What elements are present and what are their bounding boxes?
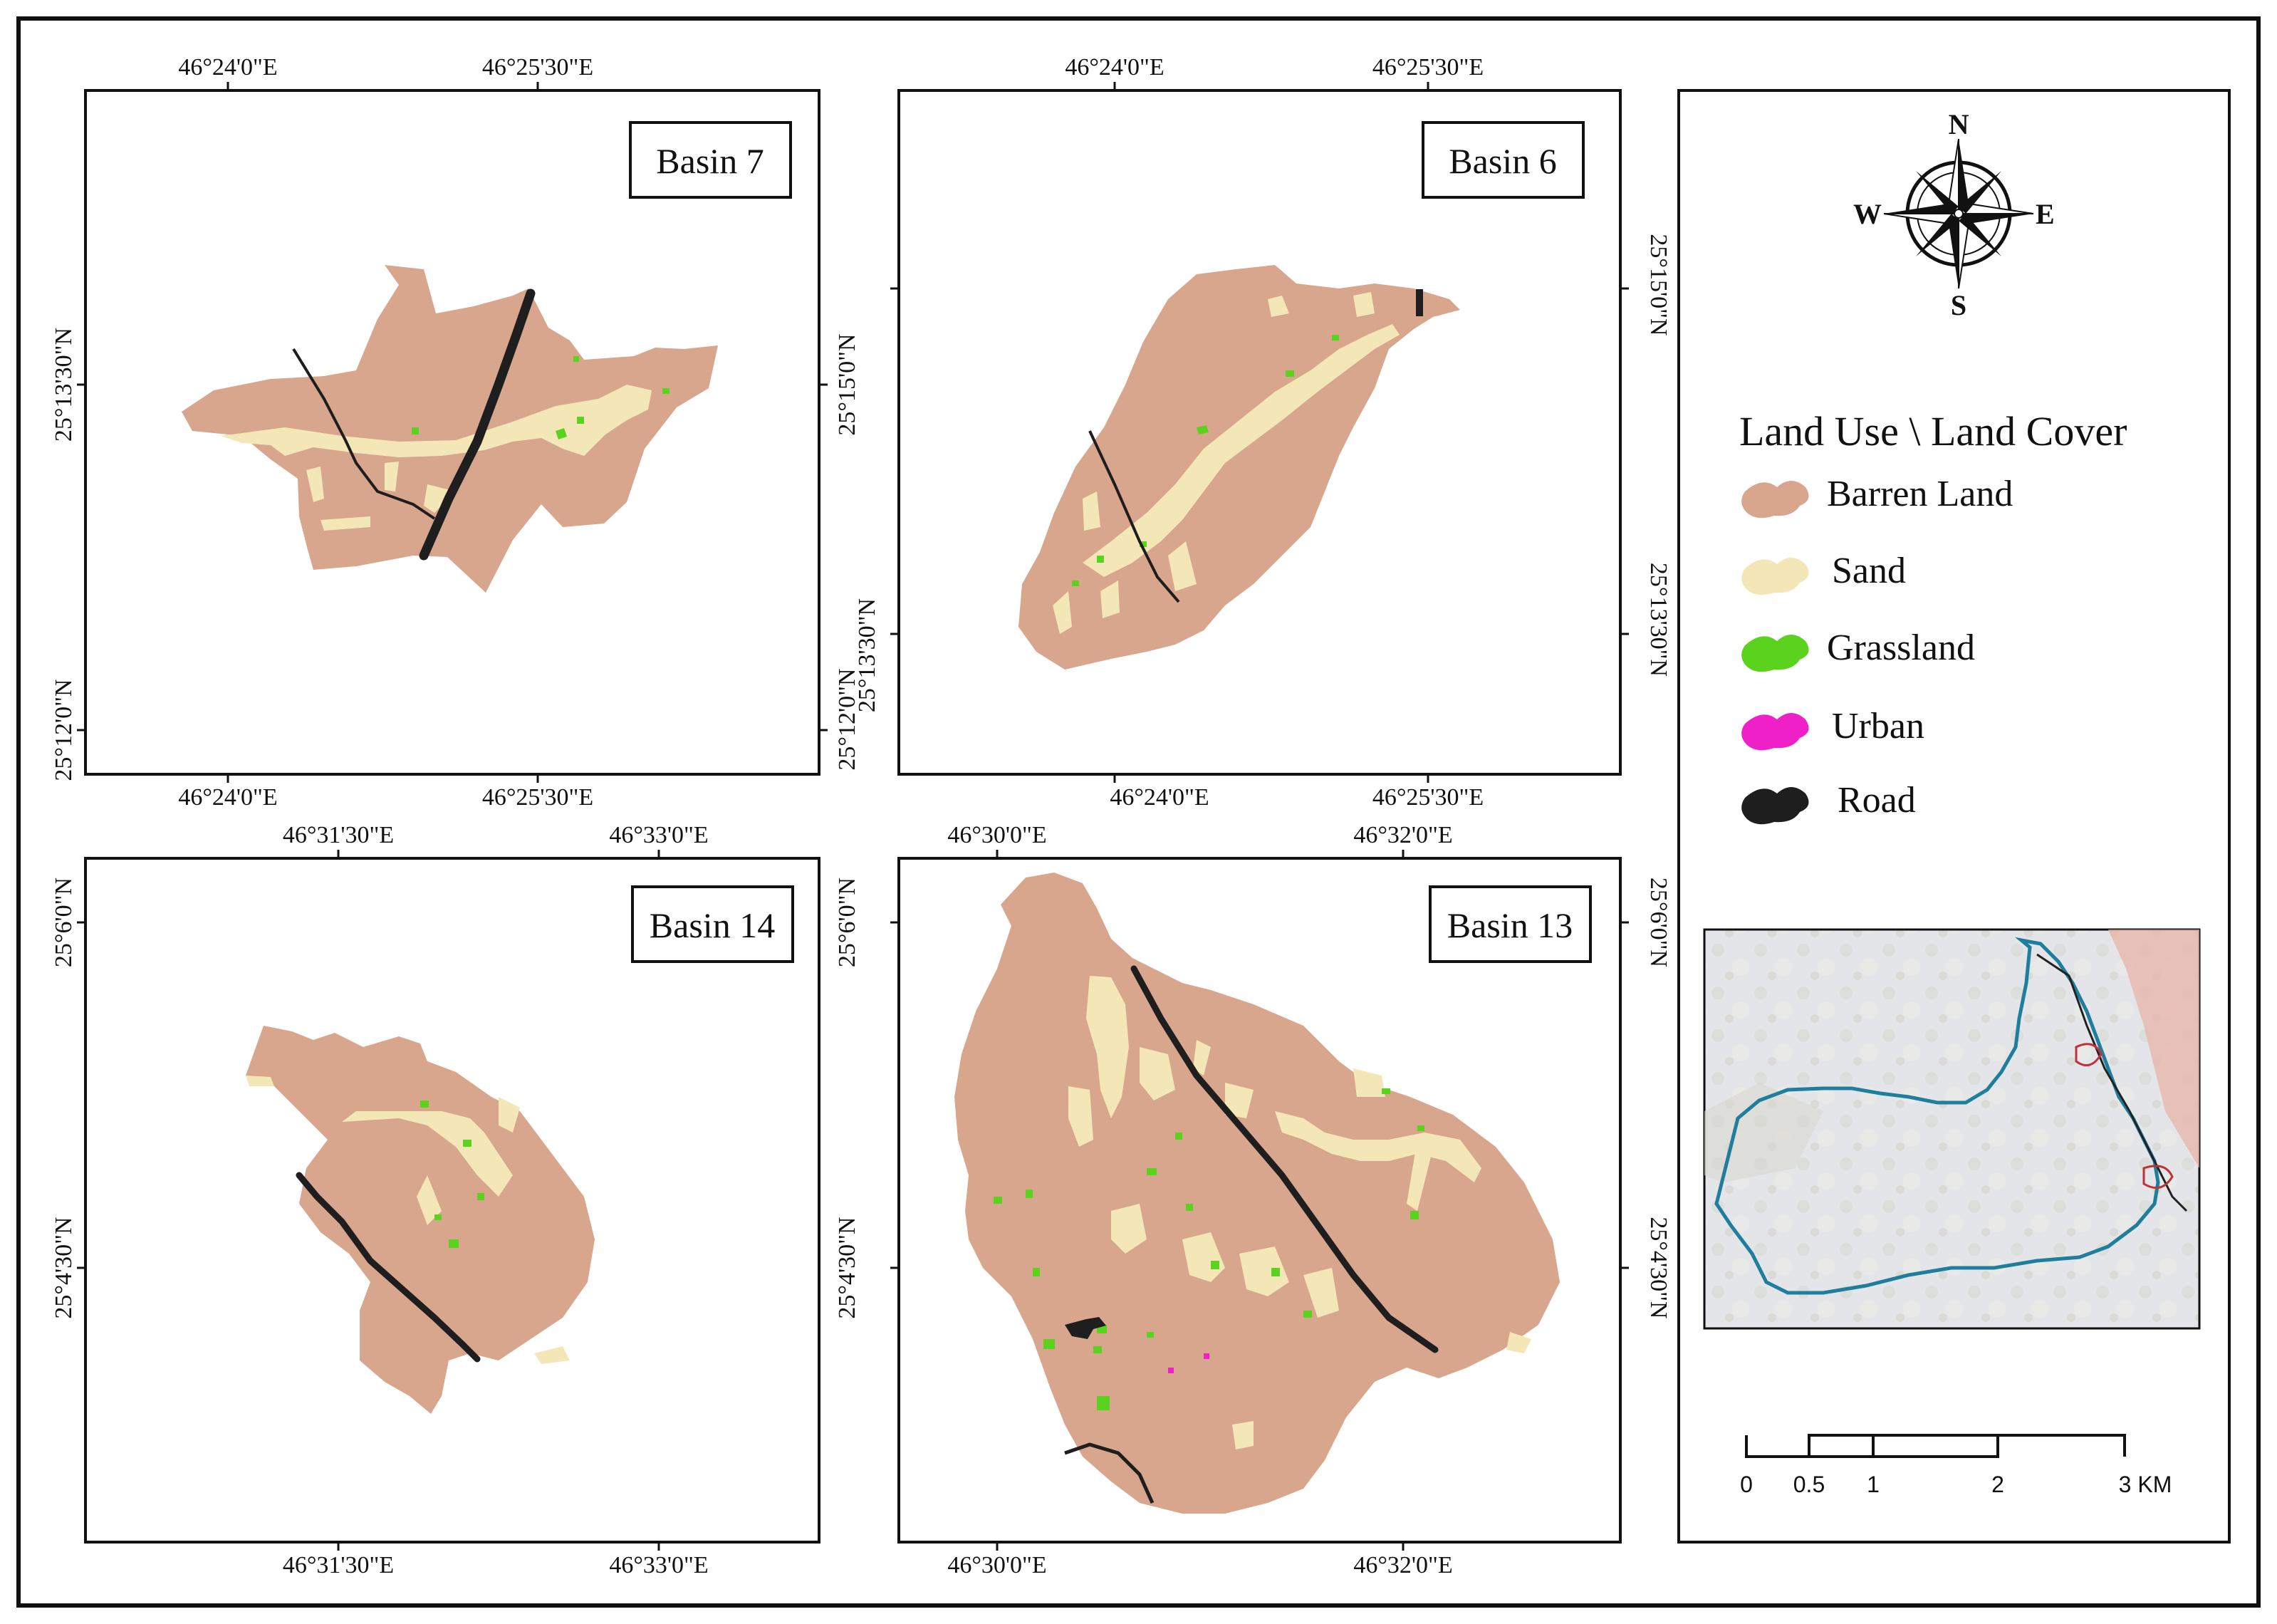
bottom-tick-label: 46°30'0"E xyxy=(947,1552,1046,1578)
sand-area xyxy=(246,1076,570,1364)
legend-label: Grassland xyxy=(1827,628,1975,668)
legend-swatch-barren xyxy=(1741,481,1809,519)
scale-label: 0 xyxy=(1740,1472,1753,1497)
right-tick-label: 25°13'30"N xyxy=(1645,563,1672,677)
grassland-patch xyxy=(1072,335,1339,586)
legend-label: Sand xyxy=(1832,551,1906,591)
left-tick-label: 25°12'0"N xyxy=(834,668,860,770)
basin-title: Basin 14 xyxy=(650,905,775,945)
basin-title-box xyxy=(629,121,792,199)
bottom-tick-label: 46°24'0"E xyxy=(178,784,277,811)
inset-subbasins xyxy=(2075,1043,2174,1190)
legend-swatch-grass xyxy=(1741,635,1809,672)
basin-title-box xyxy=(1422,121,1585,199)
legend-swatch-urban xyxy=(1741,713,1809,751)
compass-w: W xyxy=(1853,198,1882,230)
inset-road xyxy=(2036,953,2188,1212)
road-line xyxy=(419,288,536,561)
legend-label: Urban xyxy=(1832,706,1924,746)
road-line xyxy=(292,348,436,520)
barren-land-area xyxy=(182,265,718,593)
left-tick-label: 25°6'0"N xyxy=(51,878,77,967)
right-tick-label: 25°6'0"N xyxy=(1645,878,1672,967)
urban-patch xyxy=(1168,1353,1209,1373)
panel-basin-13: 46°30'0"E 46°32'0"E 46°30'0"E 46°32'0"E … xyxy=(834,822,1672,1578)
left-tick-label: 25°13'30"N xyxy=(854,598,880,712)
bottom-tick-label: 46°25'30"E xyxy=(1372,784,1484,811)
north-arrow-icon: N S E W xyxy=(1853,108,2055,321)
panel-basin-7: 46°24'0"E 46°25'30"E 46°24'0"E 46°25'30"… xyxy=(51,54,828,811)
left-tick-label: 25°4'30"N xyxy=(51,1217,77,1318)
top-tick-label: 46°32'0"E xyxy=(1353,822,1452,848)
right-tick-label: 25°15'0"N xyxy=(1645,234,1672,335)
basin-title-box xyxy=(1429,885,1592,963)
sand-area xyxy=(221,385,652,457)
bottom-tick-label: 46°33'0"E xyxy=(609,1552,708,1578)
road-line xyxy=(1064,1442,1155,1504)
legend-swatch-sand xyxy=(1741,558,1809,595)
left-tick-label: 25°13'30"N xyxy=(51,328,77,442)
compass-e: E xyxy=(2036,198,2055,230)
bottom-tick-label: 46°32'0"E xyxy=(1353,1552,1452,1578)
road-segment xyxy=(1416,289,1423,316)
scale-label: 3 KM xyxy=(2119,1472,2172,1497)
top-tick-label: 46°31'30"E xyxy=(283,822,394,848)
scale-label: 2 xyxy=(1991,1472,2004,1497)
top-tick-label: 46°25'30"E xyxy=(482,54,593,80)
legend-label: Road xyxy=(1838,780,1916,821)
legend-items: Barren Land Sand Grassland Urban Road xyxy=(1741,474,2013,825)
bottom-tick-label: 46°24'0"E xyxy=(1110,784,1209,811)
road-line xyxy=(1130,965,1439,1353)
top-tick-label: 46°33'0"E xyxy=(609,822,708,848)
top-tick-label: 46°25'30"E xyxy=(1372,54,1484,80)
bottom-tick-label: 46°25'30"E xyxy=(482,784,593,811)
legend-label: Barren Land xyxy=(1827,474,2013,514)
inset-locator-map xyxy=(1703,928,2201,1330)
left-tick-label: 25°15'0"N xyxy=(834,333,860,435)
left-tick-label: 25°4'30"N xyxy=(834,1217,860,1318)
left-tick-label: 25°6'0"N xyxy=(834,878,860,967)
inset-basin-outline xyxy=(1714,937,2160,1295)
left-tick-label: 25°12'0"N xyxy=(51,679,77,781)
legend-swatch-road xyxy=(1741,787,1809,825)
sand-area xyxy=(306,462,456,531)
top-tick-label: 46°24'0"E xyxy=(1065,54,1164,80)
compass-s: S xyxy=(1951,289,1966,321)
compass-n: N xyxy=(1949,108,1969,140)
legend-panel: N S E W Land Use \ Land Cover Barren Lan… xyxy=(1677,89,2231,1544)
right-tick-label: 25°4'30"N xyxy=(1645,1217,1672,1318)
panel-basin-14: 46°31'30"E 46°33'0"E 46°31'30"E 46°33'0"… xyxy=(51,822,820,1578)
sand-area xyxy=(1083,324,1400,577)
scale-bar: 0 0.5 1 2 3 KM xyxy=(1740,1434,2172,1497)
basin-title: Basin 7 xyxy=(656,141,764,181)
scale-label: 1 xyxy=(1867,1472,1880,1497)
road-line xyxy=(296,1172,481,1363)
scale-label: 0.5 xyxy=(1793,1472,1825,1497)
sand-area xyxy=(1068,976,1531,1449)
bottom-tick-label: 46°31'30"E xyxy=(283,1552,394,1578)
basin-title: Basin 13 xyxy=(1447,905,1573,945)
figure-border xyxy=(16,16,2261,1608)
top-tick-label: 46°30'0"E xyxy=(947,822,1046,848)
road-segment xyxy=(1065,1317,1106,1339)
panel-basin-6: 46°24'0"E 46°25'30"E 46°24'0"E 46°25'30"… xyxy=(834,54,1672,811)
grassland-patch xyxy=(994,1088,1424,1410)
legend-title: Land Use \ Land Cover xyxy=(1739,408,2127,454)
basin-title-box xyxy=(631,885,794,963)
basin-title: Basin 6 xyxy=(1449,141,1556,181)
top-tick-label: 46°24'0"E xyxy=(178,54,277,80)
road-line xyxy=(1088,430,1180,603)
